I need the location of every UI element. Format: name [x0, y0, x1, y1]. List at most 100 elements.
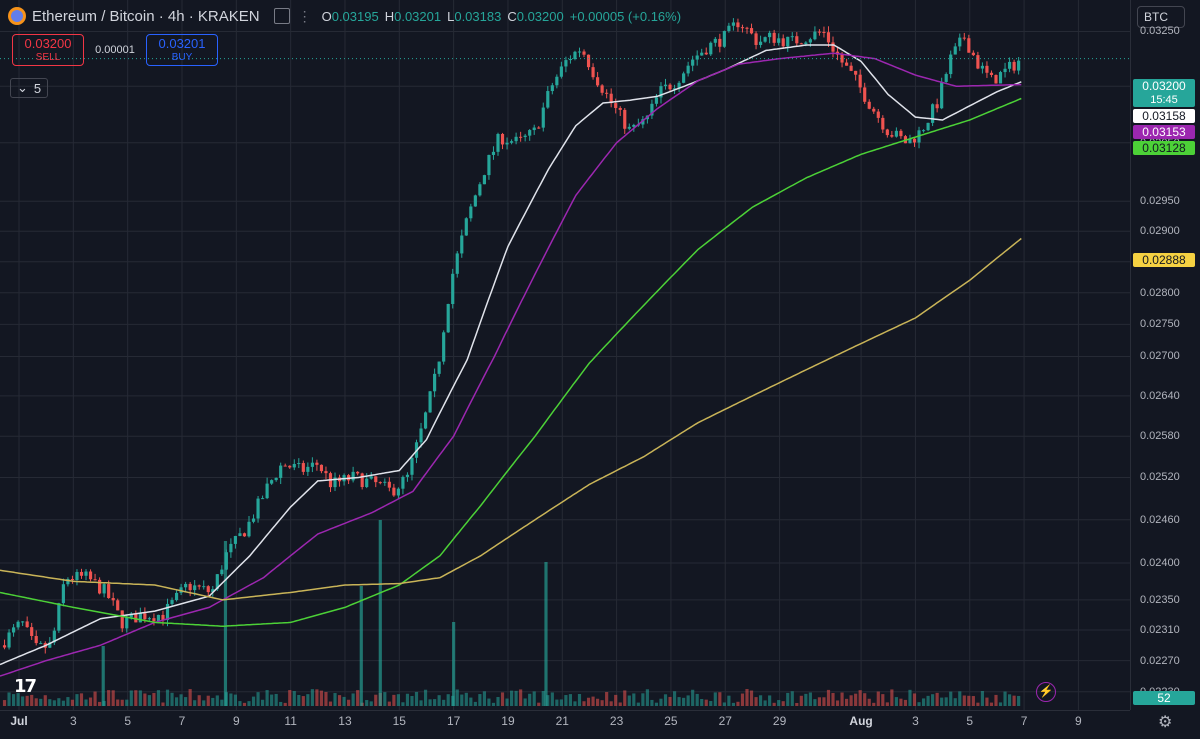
candle-body: [482, 175, 486, 185]
candle-body: [70, 578, 75, 581]
ohlc-values: O0.03195 H0.03201 L0.03183 C0.03200 +0.0…: [322, 9, 681, 24]
volume-bar: [863, 693, 867, 706]
volume-bar: [786, 692, 790, 706]
candle-body: [894, 130, 898, 137]
candle-body: [731, 22, 735, 26]
more-icon[interactable]: ⋮: [297, 7, 312, 24]
candle-body: [926, 122, 930, 131]
volume-bar: [1012, 695, 1016, 706]
candle-body: [356, 471, 360, 474]
candle-body: [740, 27, 745, 29]
volume-bar: [596, 698, 600, 706]
time-tick-label: 11: [284, 714, 297, 728]
volume-bar: [967, 695, 971, 706]
volume-bar: [632, 693, 636, 706]
volume-bar: [989, 702, 994, 706]
hide-icon[interactable]: [273, 8, 290, 24]
lightning-icon[interactable]: ⚡: [1036, 682, 1056, 702]
currency-button[interactable]: BTC: [1137, 6, 1185, 28]
volume-bar: [650, 699, 654, 706]
candle-body: [283, 465, 287, 467]
chart-header: Ethereum / Bitcoin · 4h · KRAKEN ⋮ O0.03…: [8, 4, 681, 28]
volume-bar: [11, 694, 16, 706]
volume-bar: [600, 700, 604, 706]
candle-body: [1007, 61, 1012, 69]
volume-bar: [763, 700, 767, 706]
candle-body: [161, 614, 165, 621]
candle-body: [396, 488, 400, 496]
candle-body: [11, 627, 16, 633]
sell-button[interactable]: 0.03200 SELL: [12, 34, 84, 66]
change-value: +0.00005 (+0.16%): [569, 8, 682, 24]
candle-body: [120, 610, 124, 629]
candle-body: [156, 614, 161, 622]
candle-body: [383, 481, 387, 483]
price-plot[interactable]: [0, 0, 1130, 710]
volume-bar: [731, 702, 735, 706]
candle-body: [469, 206, 473, 219]
chart-area[interactable]: [0, 0, 1130, 710]
volume-bar: [319, 690, 324, 706]
volume-bar: [238, 701, 242, 706]
volume-bar: [537, 702, 541, 706]
candle-body: [1012, 61, 1016, 71]
candle-body: [514, 136, 518, 142]
candle-body: [116, 600, 120, 611]
candle-body: [614, 103, 618, 108]
time-tick-label: 23: [609, 714, 624, 728]
candle-body: [813, 31, 817, 40]
candle-body: [324, 471, 328, 474]
volume-bar: [107, 690, 111, 706]
candle-body: [279, 465, 283, 478]
candle-body: [102, 584, 106, 594]
tradingview-logo-icon[interactable]: 17: [14, 676, 37, 697]
candle-body: [265, 483, 269, 499]
candle-body: [677, 82, 681, 89]
time-axis[interactable]: [0, 710, 1130, 739]
candle-body: [700, 52, 704, 56]
volume-bar: [795, 702, 799, 706]
volume-bar: [496, 697, 500, 706]
buy-button[interactable]: 0.03201 BUY: [146, 34, 218, 66]
candle-body: [48, 642, 52, 648]
candle-body: [16, 621, 20, 628]
volume-bar: [7, 692, 11, 706]
time-tick-label: 3: [69, 714, 77, 728]
high-value: 0.03201: [394, 8, 442, 24]
volume-spike: [101, 646, 105, 706]
volume-spike: [378, 520, 382, 706]
candle-body: [79, 571, 84, 576]
volume-bar: [93, 691, 97, 706]
candle-body: [107, 584, 111, 599]
volume-bar: [754, 697, 758, 706]
candle-body: [831, 42, 835, 52]
price-marker-value: 0.03128: [1142, 141, 1186, 155]
candle-body: [297, 463, 301, 465]
candle-body: [419, 428, 423, 443]
volume-bar: [695, 693, 699, 706]
price-axis[interactable]: [1130, 0, 1200, 710]
symbol-title[interactable]: Ethereum / Bitcoin · 4h · KRAKEN: [32, 7, 260, 25]
candle-body: [369, 476, 373, 479]
candle-body: [845, 62, 849, 66]
indicators-toggle[interactable]: ⌄ 5: [10, 78, 49, 98]
volume-bar: [971, 696, 975, 706]
volume-bar: [306, 694, 310, 706]
volume-bar: [523, 698, 527, 706]
volume-bar: [582, 701, 586, 706]
volume-bar: [333, 693, 337, 706]
price-tick-label: 0.02520: [1140, 471, 1180, 484]
settings-gear-icon[interactable]: ⚙: [1158, 714, 1173, 731]
candle-body: [528, 130, 532, 136]
volume-bar: [129, 690, 133, 706]
volume-bar: [152, 693, 156, 706]
volume-bar: [854, 693, 858, 706]
volume-bar: [872, 702, 876, 706]
candle-body: [967, 38, 971, 53]
candle-body: [627, 126, 631, 129]
candle-body: [66, 578, 70, 585]
volume-bar: [242, 702, 247, 706]
buy-price: 0.03201: [158, 36, 206, 51]
volume-bar: [410, 695, 414, 706]
volume-bar: [179, 694, 183, 706]
